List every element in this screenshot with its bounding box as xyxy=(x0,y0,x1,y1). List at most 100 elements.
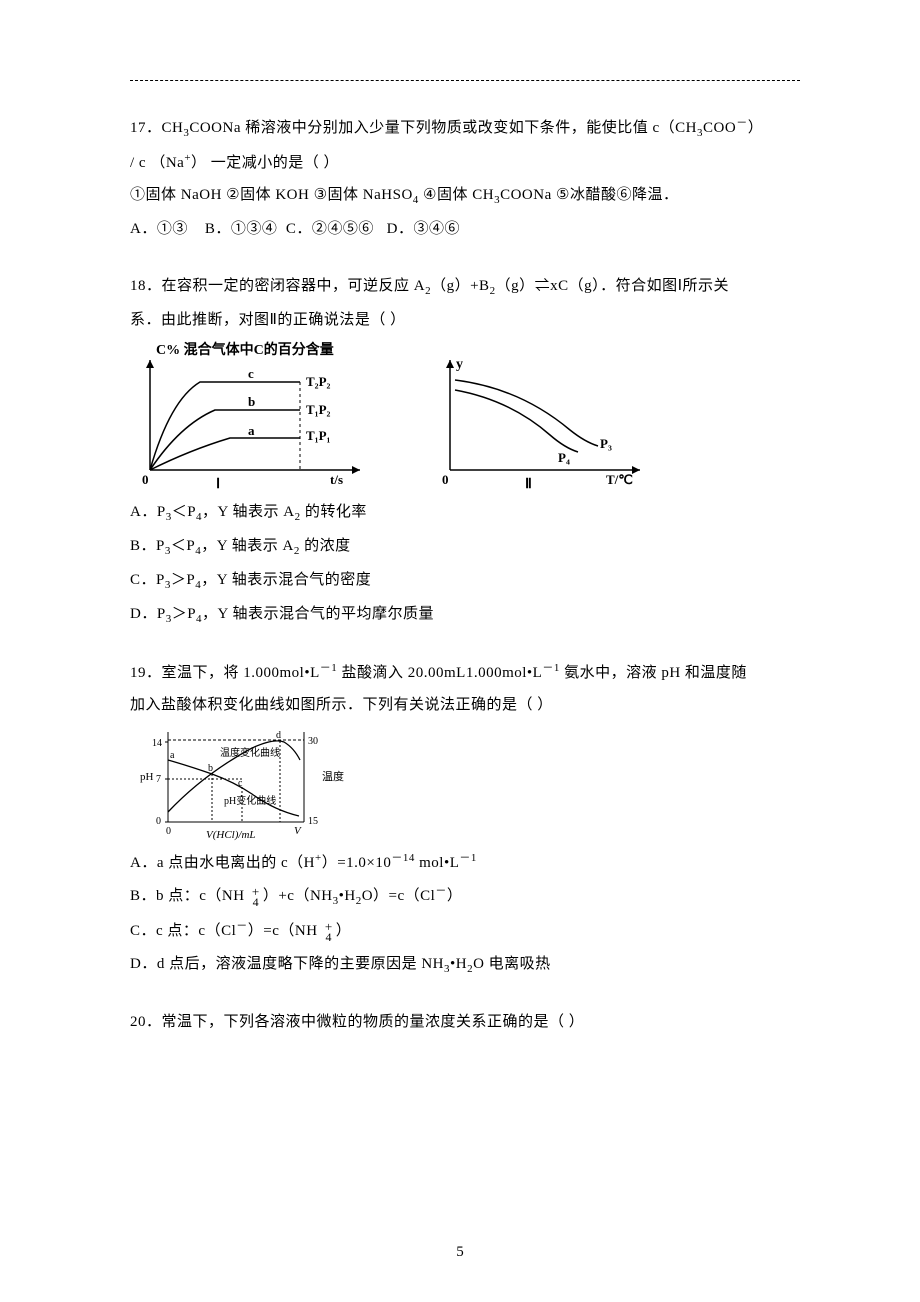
sup: －14 xyxy=(391,852,415,864)
t14: 14 xyxy=(152,738,162,749)
sup: －1 xyxy=(542,662,560,674)
opt-c: C．②④⑤⑥ xyxy=(286,221,374,237)
text: B．b 点：c（NH xyxy=(130,888,249,904)
label-c: c xyxy=(248,366,254,381)
panel-label: Ⅱ xyxy=(525,477,532,490)
q17-options: A．①③ B．①③④ C．②④⑤⑥ D．③④⑥ xyxy=(130,215,800,244)
question-18: 18．在容积一定的密闭容器中，可逆反应 A2（g）+B2（g）⇌xC（g）．符合… xyxy=(130,272,800,630)
panel-label: Ⅰ xyxy=(216,477,220,490)
t15: 15 xyxy=(308,816,318,827)
text: ）=c（NH xyxy=(248,923,322,939)
text: mol•L xyxy=(415,855,460,871)
text: ） xyxy=(748,120,764,136)
q19-line2: 加入盐酸体积变化曲线如图所示．下列有关说法正确的是（ ） xyxy=(130,691,800,720)
q20-line1: 20．常温下，下列各溶液中微粒的物质的量浓度关系正确的是（ ） xyxy=(130,1008,800,1037)
text: A．P xyxy=(130,504,166,520)
text: ） 一定减小的是（ ） xyxy=(191,155,339,171)
nh4-icon: +4 xyxy=(249,886,263,908)
x0: 0 xyxy=(166,826,171,837)
q19-figure: pH 14 7 0 30 15 温度/℃ xyxy=(134,724,800,842)
text: 的转化率 xyxy=(301,504,367,520)
y-label: y xyxy=(456,357,463,372)
q18-opt-c: C．P3＞P4，Y 轴表示混合气的密度 xyxy=(130,566,800,596)
opt-a: A．①③ xyxy=(130,221,188,237)
y-arrow xyxy=(446,360,454,368)
pt-b: b xyxy=(208,763,213,774)
label-t1p1: T₁P₁ xyxy=(306,428,331,443)
t30: 30 xyxy=(308,736,318,747)
pt-c: c xyxy=(238,778,243,789)
label-b: b xyxy=(248,394,255,409)
text: COONa 稀溶液中分别加入少量下列物质或改变如下条件，能使比值 c（CH xyxy=(189,120,697,136)
q17-line1: 17．CH3COONa 稀溶液中分别加入少量下列物质或改变如下条件，能使比值 c… xyxy=(130,113,800,144)
label-p4: P₄ xyxy=(558,450,570,465)
text: C．P xyxy=(130,572,165,588)
q18-opt-b: B．P3＜P4，Y 轴表示 A2 的浓度 xyxy=(130,532,800,562)
text: D．d 点后，溶液温度略下降的主要原因是 NH xyxy=(130,956,444,972)
page: 17．CH3COONa 稀溶液中分别加入少量下列物质或改变如下条件，能使比值 c… xyxy=(0,0,920,1302)
curve-p3 xyxy=(455,380,598,446)
sup: －1 xyxy=(320,662,338,674)
text: 盐酸滴入 20.00mL1.000mol•L xyxy=(337,665,542,681)
text: 的浓度 xyxy=(300,538,351,554)
q19-opt-a: A．a 点由水电离出的 c（H+）=1.0×10－14 mol•L－1 xyxy=(130,848,800,878)
question-20: 20．常温下，下列各溶液中微粒的物质的量浓度关系正确的是（ ） xyxy=(130,1008,800,1037)
text: （g）+B xyxy=(431,278,489,294)
top-dash-divider xyxy=(130,80,800,81)
text: C．c 点：c（Cl xyxy=(130,923,236,939)
q18-figures: C% 混合气体中C的百分含量 c b a T₂P₂ T₁P₂ T₁P₁ xyxy=(130,340,800,490)
text: ） xyxy=(336,923,352,939)
sup: + xyxy=(315,852,322,864)
x-label: t/s xyxy=(330,472,343,487)
text: ） xyxy=(447,888,463,904)
x-label: T/℃ xyxy=(606,472,633,487)
x-arrow xyxy=(352,466,360,474)
question-17: 17．CH3COONa 稀溶液中分别加入少量下列物质或改变如下条件，能使比值 c… xyxy=(130,113,800,244)
q19-svg: pH 14 7 0 30 15 温度/℃ xyxy=(134,724,344,842)
text: O 电离吸热 xyxy=(473,956,551,972)
text: COONa ⑤冰醋酸⑥降温． xyxy=(500,187,678,203)
x-v: V xyxy=(294,825,302,837)
origin: 0 xyxy=(142,472,149,487)
pH-label: pH xyxy=(140,771,154,783)
text: 19．室温下，将 1.000mol•L xyxy=(130,665,320,681)
text: / c （Na xyxy=(130,155,184,171)
sup: － xyxy=(435,885,447,897)
text: （g）⇌xC（g）．符合如图Ⅰ所示关 xyxy=(496,278,729,294)
q17-line2: / c （Na+） 一定减小的是（ ） xyxy=(130,148,800,178)
text: ）=1.0×10 xyxy=(322,855,392,871)
y-arrow xyxy=(146,360,154,368)
text: ＜P xyxy=(171,538,195,554)
text: B．P xyxy=(130,538,165,554)
opt-d: D．③④⑥ xyxy=(387,221,460,237)
q18-figure-1: C% 混合气体中C的百分含量 c b a T₂P₂ T₁P₂ T₁P₁ xyxy=(130,340,390,490)
x-arrow xyxy=(632,466,640,474)
text: 17．CH xyxy=(130,120,183,136)
text: A．a 点由水电离出的 c（H xyxy=(130,855,315,871)
label-t2p2: T₂P₂ xyxy=(306,374,331,389)
text: ＜P xyxy=(172,504,196,520)
text: 18．在容积一定的密闭容器中，可逆反应 A xyxy=(130,278,425,294)
q18-figure-2: y P₃ P₄ 0 T/℃ Ⅱ xyxy=(430,340,660,490)
text: ，Y 轴表示混合气的密度 xyxy=(201,572,371,588)
opt-b: B．①③④ xyxy=(205,221,278,237)
text: D．P xyxy=(130,606,166,622)
q18-opt-d: D．P3＞P4，Y 轴表示混合气的平均摩尔质量 xyxy=(130,600,800,630)
sup: － xyxy=(736,117,748,129)
t0: 0 xyxy=(156,816,161,827)
text: ＞P xyxy=(171,572,195,588)
q19-opt-b: B．b 点：c（NH +4）+c（NH3•H2O）=c（Cl－） xyxy=(130,881,800,912)
nh4-icon: +4 xyxy=(322,921,336,943)
q18-line1: 18．在容积一定的密闭容器中，可逆反应 A2（g）+B2（g）⇌xC（g）．符合… xyxy=(130,272,800,302)
question-19: 19．室温下，将 1.000mol•L－1 盐酸滴入 20.00mL1.000m… xyxy=(130,658,800,980)
pt-a: a xyxy=(170,750,175,761)
q19-line1: 19．室温下，将 1.000mol•L－1 盐酸滴入 20.00mL1.000m… xyxy=(130,658,800,688)
text: ，Y 轴表示混合气的平均摩尔质量 xyxy=(202,606,434,622)
text: 氨水中，溶液 pH 和温度随 xyxy=(560,665,747,681)
origin: 0 xyxy=(442,472,449,487)
label-p3: P₃ xyxy=(600,436,612,451)
pt-d: d xyxy=(276,730,281,741)
text: •H xyxy=(450,956,467,972)
q17-line3: ①固体 NaOH ②固体 KOH ③固体 NaHSO4 ④固体 CH3COONa… xyxy=(130,181,800,211)
temp-label: 温度/℃ xyxy=(322,769,344,783)
